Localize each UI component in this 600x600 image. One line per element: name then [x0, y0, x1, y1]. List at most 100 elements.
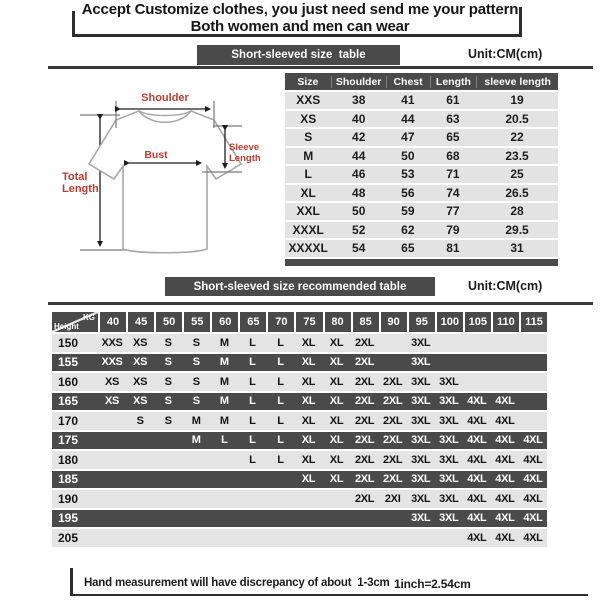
recommended-size-cell: 4XL [523, 473, 543, 486]
size-table-cell: L [304, 167, 312, 182]
size-table-rows: XXS 38 41 61 19 XS 40 44 63 20.5 S 42 47 65 22 M 44 50 68 2… [285, 92, 558, 257]
recommended-size-cell: S [164, 375, 172, 388]
sleeve-length-label-line1: Sleeve [229, 142, 259, 153]
section2-bar: Short-sleeved size recommended table [165, 277, 435, 296]
recommended-size-cell: 2XL [383, 375, 403, 388]
size-table-cell: 52 [352, 222, 366, 237]
size-table-row: M 44 50 68 23.5 [285, 147, 558, 164]
size-table-cell: 44 [401, 111, 415, 126]
size-table-row: XXXXL 54 65 81 31 [285, 240, 558, 257]
recommended-table-row: 195 3XL 3XL 4XL 4XL 4XL [52, 509, 547, 527]
recommended-size-cell: XL [301, 434, 316, 447]
recommended-size-cell: XL [301, 453, 316, 466]
recommended-size-cell: 3XL [411, 434, 431, 447]
size-table-column-header: Size [297, 75, 319, 88]
recommended-size-cell: XL [301, 473, 316, 486]
recommended-size-cell: 2XL [354, 473, 375, 486]
height-row-label: 165 [58, 394, 79, 409]
recommended-size-cell: XL [329, 395, 344, 408]
corner-height-label: Height [54, 322, 79, 331]
weight-column-header: 95 [408, 312, 435, 332]
size-table-cell: 77 [446, 204, 460, 219]
size-table-cell: 53 [401, 167, 415, 182]
footer-bracket-bottom [70, 593, 588, 596]
recommended-size-cell: 3XL [439, 375, 459, 388]
recommended-size-cell: 3XL [411, 356, 431, 369]
size-table-cell: 79 [446, 222, 460, 237]
size-table-cell: 38 [352, 93, 366, 108]
recommended-size-cell: 3XL [439, 492, 459, 505]
weight-column-header: 40 [100, 312, 127, 332]
height-row-label: 175 [58, 433, 79, 448]
size-table-footer-bar [285, 259, 558, 266]
title-bracket-left [72, 11, 75, 36]
recommended-table-row: 180 L L XL XL 2XL 2XL 3XL 3XL 4XL 4XL 4XL [52, 451, 547, 469]
section1-divider [48, 66, 593, 69]
size-table-cell: 68 [446, 148, 460, 163]
size-table-cell: 47 [401, 130, 415, 145]
height-row-label: 190 [58, 491, 79, 506]
recommended-size-cell: S [164, 336, 172, 349]
recommended-size-cell: XL [301, 356, 316, 369]
recommended-size-cell: L [277, 434, 284, 447]
recommended-size-cell: 4XL [467, 473, 487, 486]
recommended-table-row: 205 4XL 4XL 4XL [52, 529, 547, 547]
footer-bracket-left [70, 568, 73, 595]
size-table-cell: XS [300, 111, 317, 126]
recommended-size-cell: L [249, 395, 256, 408]
section2-bar-label: Short-sleeved size recommended table [193, 280, 407, 293]
size-table-cell: 56 [401, 185, 415, 200]
recommended-size-cell: XL [329, 336, 344, 349]
size-table-cell: 62 [401, 222, 415, 237]
size-table-cell: XXS [296, 93, 321, 108]
weight-column-header: 90 [380, 312, 407, 332]
recommended-size-cell: 4XL [523, 453, 543, 466]
recommended-table-row: 175 M L L L XL XL 2XL 2XL 3XL 3XL 4XL 4XL 4XL [52, 431, 547, 449]
size-table-cell: 28 [510, 204, 524, 219]
size-table-cell: 61 [446, 93, 460, 108]
recommended-size-cell: 4XL [523, 512, 543, 525]
recommended-size-cell: 2XL [354, 395, 375, 408]
size-table-cell: XXL [296, 204, 320, 219]
recommended-size-cell: L [277, 356, 284, 369]
recommended-table: KG Height 40 45 50 55 60 65 70 75 80 85 90 95 100 105… [52, 312, 547, 547]
recommended-size-cell: 3XL [411, 492, 431, 505]
recommended-size-cell: M [219, 395, 229, 408]
recommended-size-cell: 3XL [411, 414, 431, 427]
size-table-cell: 50 [352, 204, 366, 219]
section2-unit-label: Unit:CM(cm) [468, 279, 543, 293]
weight-column-header: 80 [324, 312, 351, 332]
recommended-size-cell: 4XL [523, 434, 543, 447]
recommended-size-cell: L [277, 414, 284, 427]
recommended-size-cell: S [164, 414, 172, 427]
recommended-size-cell: XL [329, 356, 344, 369]
recommended-size-cell: 4XL [495, 492, 515, 505]
size-table-cell: 40 [352, 111, 366, 126]
size-table-column-header: Length [429, 75, 477, 88]
recommended-size-cell: 3XL [411, 395, 431, 408]
recommended-size-cell: XS [133, 356, 148, 369]
size-table-row: S 42 47 65 22 [285, 129, 558, 146]
size-table-cell: XXXL [292, 222, 324, 237]
recommended-size-cell: 2XL [354, 356, 375, 369]
size-table-cell: 20.5 [505, 111, 529, 126]
recommended-size-cell: S [136, 414, 144, 427]
recommended-size-cell: XL [329, 434, 344, 447]
recommended-size-cell: 4XL [467, 395, 487, 408]
height-row-label: 155 [58, 355, 79, 370]
size-table-cell: 46 [352, 167, 366, 182]
weight-column-header: 60 [212, 312, 239, 332]
size-table-row: L 46 53 71 25 [285, 166, 558, 183]
size-table-cell: S [304, 130, 313, 145]
tshirt-outline [87, 110, 243, 254]
size-table-row: XXL 50 59 77 28 [285, 203, 558, 220]
recommended-size-cell: S [164, 395, 172, 408]
tshirt-measurement-diagram: Shoulder Bust Sleeve Length Total Length [62, 92, 261, 254]
size-table-cell: 81 [446, 241, 460, 256]
recommended-size-cell: 4XL [467, 492, 487, 505]
recommended-size-cell: 4XL [495, 414, 515, 427]
recommended-size-cell: XL [329, 473, 344, 486]
recommended-size-cell: L [249, 336, 256, 349]
recommended-size-cell: L [277, 336, 284, 349]
size-table-cell: 71 [446, 167, 460, 182]
